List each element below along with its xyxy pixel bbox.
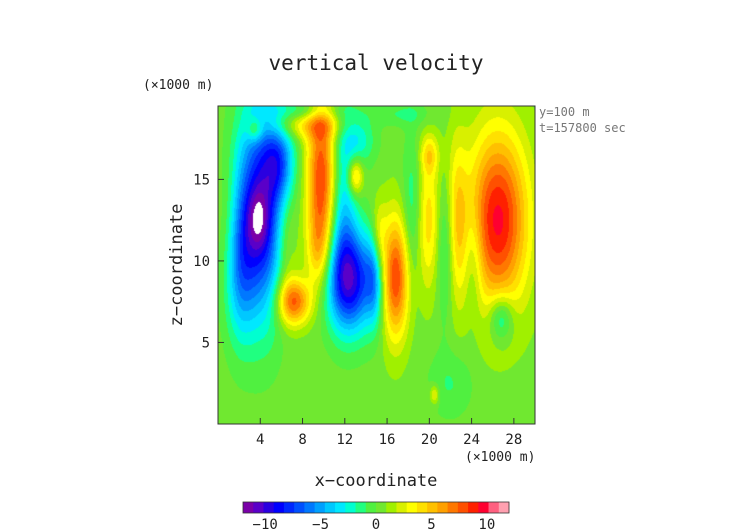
colorbar-swatch [243,502,254,513]
colorbar-swatch [498,502,510,513]
x-axis-ticks: 4 8 12 16 20 24 28 [256,418,522,448]
y-unit-label: (×1000 m) [143,78,213,93]
colorbar-swatch [416,502,428,513]
colorbar-frame [242,501,510,514]
colorbar-swatch [488,502,500,513]
colorbar-swatch [355,502,367,513]
x-tick-label: 20 [421,432,438,448]
colorbar-tick-label: −5 [312,517,329,532]
colorbar-swatch [386,502,397,513]
colorbar-tick-label: 0 [372,517,380,532]
plot-area [217,105,536,425]
colorbar-swatch [324,502,336,513]
colorbar-swatch [263,502,275,513]
heatmap-image [218,106,535,424]
colorbar-swatch [294,502,305,513]
plot-frame [217,105,536,425]
colorbar-swatch [283,502,295,513]
x-tick-label: 8 [298,432,306,448]
colorbar-swatch [447,502,459,513]
x-axis-label: x−coordinate [315,471,438,491]
colorbar-swatch [437,502,449,513]
colorbar-swatch [345,502,356,513]
y-axis-label: z−coordinate [167,204,187,327]
y-axis-ticks: 5 10 15 [193,172,224,351]
info-line-y: y=100 m [539,105,590,119]
colorbar-swatch [406,502,418,513]
colorbar-swatch [314,502,326,513]
colorbar-swatch [478,502,489,513]
colorbar-swatch [335,502,346,513]
colorbar-swatch [304,502,316,513]
x-tick-label: 16 [379,432,396,448]
colorbar-swatch [457,502,469,513]
colorbar-swatch [396,502,408,513]
colorbar-swatch [468,502,479,513]
colorbar-swatch [365,502,377,513]
x-tick-label: 12 [336,432,353,448]
y-tick-label: 15 [193,172,210,188]
x-tick-label: 4 [256,432,264,448]
colorbar-swatch [273,502,285,513]
colorbar-swatch [253,502,264,513]
colorbar-tick-label: 5 [427,517,435,532]
colorbar-swatch [376,502,387,513]
colorbar-tick-label: −10 [253,517,278,532]
x-tick-label: 28 [505,432,522,448]
x-tick-label: 24 [463,432,480,448]
colorbar: −10 −5 0 5 10 [242,501,510,532]
y-tick-label: 5 [202,335,210,351]
colorbar-tick-label: 10 [478,517,495,532]
colorbar-swatch [427,502,438,513]
x-unit-label: (×1000 m) [465,450,535,465]
info-line-t: t=157800 sec [539,121,626,135]
y-tick-label: 10 [193,254,210,270]
chart-title: vertical velocity [269,51,484,75]
